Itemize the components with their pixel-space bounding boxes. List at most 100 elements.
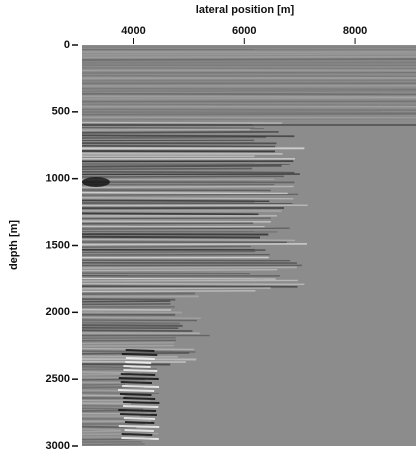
reflection (82, 127, 264, 129)
reflection (123, 365, 151, 368)
reflection (82, 89, 416, 93)
reflection (82, 245, 251, 248)
x-tick-label: 6000 (232, 25, 256, 37)
reflection (125, 357, 155, 360)
reflection (82, 67, 416, 70)
reflection (82, 130, 279, 134)
reflection (82, 367, 157, 371)
y-tick-label: 3000 (46, 440, 70, 452)
reflection (82, 324, 183, 327)
reflection (82, 366, 131, 369)
y-tick-label: 2000 (46, 306, 70, 318)
reflection (82, 282, 305, 286)
reflection (120, 373, 156, 376)
reflection (82, 53, 416, 56)
reflection (82, 303, 171, 306)
reflection (82, 425, 137, 429)
reflection (82, 92, 416, 96)
reflection (82, 222, 254, 225)
reflection (82, 175, 285, 178)
reflection (82, 383, 125, 386)
y-tick-label: 0 (64, 39, 70, 51)
reflection (82, 217, 271, 220)
reflection (82, 428, 122, 431)
reflection (82, 164, 282, 168)
reflection (82, 74, 416, 78)
reflection (124, 429, 154, 432)
reflection (82, 103, 416, 106)
reflection (82, 111, 416, 114)
reflection (82, 432, 159, 436)
reflection (82, 292, 195, 295)
reflection (82, 285, 298, 288)
chart-title: lateral position [m] (196, 4, 295, 16)
reflection (82, 321, 180, 325)
reflection (82, 235, 261, 239)
reflection (82, 287, 271, 290)
reflection (119, 393, 152, 396)
reflection (82, 116, 416, 119)
reflection (118, 409, 157, 412)
reflection (82, 238, 296, 241)
y-tick-label: 500 (52, 106, 70, 118)
reflection (118, 389, 155, 392)
seismic-image (82, 45, 416, 446)
reflection (82, 171, 295, 174)
reflection (82, 277, 276, 280)
reflection (82, 430, 121, 433)
y-tick-label: 1500 (46, 239, 70, 251)
reflection (123, 401, 160, 404)
reflection (82, 108, 416, 111)
reflection (82, 407, 144, 410)
reflection (82, 371, 125, 374)
x-tick-label: 4000 (121, 25, 145, 37)
reflection (82, 319, 197, 322)
reflection (122, 405, 159, 408)
reflection (82, 191, 288, 195)
reflection (82, 128, 251, 131)
reflection (82, 97, 416, 100)
reflection (121, 353, 158, 356)
reflection (82, 121, 283, 124)
reflection (120, 381, 152, 384)
reflection (125, 349, 155, 352)
reflection (82, 55, 416, 59)
reflection (82, 79, 416, 82)
reflection (82, 266, 297, 269)
reflection (123, 369, 158, 372)
reflection (82, 279, 298, 282)
reflection (121, 433, 153, 436)
y-axis-label: depth [m] (8, 220, 20, 270)
reflection (82, 329, 193, 332)
y-tick-label: 2500 (46, 373, 70, 385)
reflection (82, 134, 295, 138)
reflection (82, 441, 142, 443)
reflection (82, 185, 294, 189)
reflection (82, 87, 416, 91)
reflection (82, 316, 201, 319)
y-tick-label: 1000 (46, 173, 70, 185)
reflection (82, 113, 416, 116)
reflection (124, 421, 155, 424)
reflection (120, 413, 157, 416)
reflection (123, 417, 155, 420)
reflection (82, 199, 270, 203)
reflection (118, 425, 160, 428)
reflection (82, 167, 253, 171)
reflection (82, 269, 278, 272)
reflection (82, 443, 145, 446)
reflection (82, 300, 171, 303)
reflection (118, 377, 159, 380)
reflection (123, 397, 156, 400)
reflection (82, 290, 256, 292)
reflection (82, 193, 299, 196)
reflection (82, 347, 195, 351)
reflection (82, 243, 307, 246)
reflection (82, 227, 290, 230)
reflection (82, 212, 259, 216)
reflection (82, 250, 256, 253)
reflection (82, 58, 416, 61)
reflection (82, 350, 196, 353)
x-tick-label: 8000 (343, 25, 367, 37)
